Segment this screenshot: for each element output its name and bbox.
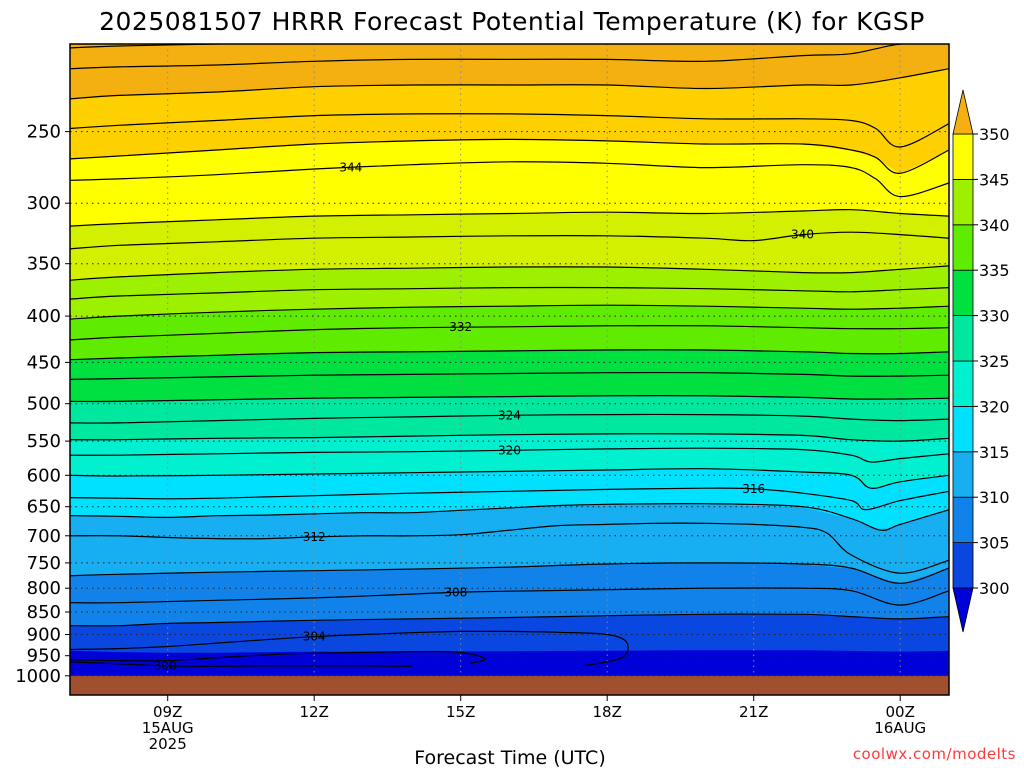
- plot-frame: [69, 43, 950, 696]
- isotherm-line: [70, 325, 949, 341]
- colorbar: 300 305 310 315 320 325 330 335 340 345 350: [952, 89, 1010, 633]
- ground-surface: [70, 675, 949, 695]
- isotherm-contours: 300 304 308 312 316 320 324 332 340 344: [70, 44, 949, 673]
- y-tick-label: 300: [27, 193, 61, 214]
- isotherm-line: [70, 68, 949, 100]
- y-tick-label: 850: [27, 602, 61, 623]
- x-tick-label: 21Z: [739, 703, 768, 721]
- y-axis: 2503003504004505005506006507007508008509…: [15, 122, 70, 687]
- isotherm-line: [70, 231, 949, 250]
- isotherm-line: [70, 447, 949, 463]
- isotherm-line: [70, 371, 949, 380]
- y-tick-label: 450: [27, 352, 61, 373]
- isotherm-line: [70, 613, 949, 627]
- plot-area: 300 304 308 312 316 320 324 332 340 344: [70, 44, 949, 695]
- isotherm-line: [70, 650, 486, 664]
- y-tick-label: 350: [27, 254, 61, 275]
- colorbar-label: 325: [979, 352, 1010, 371]
- y-tick-label: 650: [27, 497, 61, 518]
- isotherm-line: [70, 487, 949, 511]
- colorbar-label: 330: [979, 307, 1010, 326]
- colorbar-segment: [952, 451, 974, 498]
- colorbar-label: 350: [979, 125, 1010, 144]
- y-tick-label: 700: [27, 526, 61, 547]
- colorbar-segment: [952, 178, 974, 226]
- colorbar-segment: [952, 360, 974, 407]
- y-tick-label: 900: [27, 625, 61, 646]
- isotherm-label: 316: [742, 482, 765, 496]
- isotherm-label: 300: [154, 659, 177, 673]
- y-tick-label: 250: [27, 122, 61, 143]
- colorbar-label: 305: [979, 534, 1010, 553]
- isotherm-line: [70, 44, 907, 70]
- x-tick-label: 00Z: [886, 703, 915, 721]
- x-tick-label: 09Z: [153, 703, 182, 721]
- isotherm-line: [70, 522, 949, 574]
- colorbar-segment: [952, 133, 974, 180]
- x-tick-label: 16AUG: [874, 719, 926, 737]
- colorbar-high-arrow: [952, 89, 974, 135]
- colorbar-label: 320: [979, 397, 1010, 416]
- colorbar-label: 345: [979, 170, 1010, 189]
- colorbar-low-arrow: [952, 587, 974, 633]
- colorbar-segment: [952, 542, 974, 589]
- credit-text: coolwx.com/modelts: [853, 745, 1016, 763]
- colorbar-segment: [952, 405, 974, 453]
- x-tick-label: 15Z: [446, 703, 475, 721]
- colorbar-segment: [952, 269, 974, 317]
- isotherm-label: 320: [498, 443, 521, 457]
- isotherm-label: 332: [449, 320, 472, 334]
- isotherm-line: [70, 265, 949, 281]
- color-band: [70, 349, 949, 402]
- isotherm-line: [70, 161, 949, 198]
- isotherm-line: [70, 630, 629, 667]
- y-tick-label: 950: [27, 646, 61, 667]
- y-tick-label: 550: [27, 431, 61, 452]
- x-tick-label: 2025: [149, 735, 187, 753]
- color-bands: [70, 44, 949, 695]
- y-tick-label: 750: [27, 553, 61, 574]
- isotherm-label: 304: [303, 630, 326, 644]
- isotherm-line: [70, 468, 949, 489]
- y-tick-label: 500: [27, 394, 61, 415]
- isotherm-label: 340: [791, 228, 814, 242]
- colorbar-segment: [952, 315, 974, 362]
- colorbar-label: 300: [979, 579, 1010, 598]
- y-tick-label: 1000: [15, 666, 61, 687]
- isotherm-line: [70, 562, 949, 584]
- colorbar-label: 315: [979, 443, 1010, 462]
- colorbar-label: 340: [979, 216, 1010, 235]
- x-tick-label: 15AUG: [142, 719, 194, 737]
- chart-title: 2025081507 HRRR Forecast Potential Tempe…: [99, 7, 925, 36]
- isotherm-line: [70, 395, 949, 403]
- isotherm-label: 312: [303, 530, 326, 544]
- y-tick-label: 800: [27, 578, 61, 599]
- isotherm-line: [70, 433, 949, 442]
- y-tick-label: 400: [27, 306, 61, 327]
- isotherm-line: [70, 587, 949, 606]
- colorbar-segment: [952, 496, 974, 544]
- x-axis-label: Forecast Time (UTC): [414, 747, 605, 768]
- isotherm-label: 324: [498, 408, 521, 422]
- isotherm-line: [70, 502, 949, 531]
- x-tick-label: 18Z: [593, 703, 622, 721]
- isotherm-line: [70, 113, 949, 148]
- isotherm-line: [70, 349, 949, 361]
- colorbar-label: 335: [979, 261, 1010, 280]
- isotherm-line: [70, 413, 949, 424]
- isotherm-line: [70, 304, 949, 320]
- isotherm-line: [70, 661, 412, 667]
- colorbar-label: 310: [979, 488, 1010, 507]
- isotherm-label: 344: [339, 160, 362, 174]
- isotherm-line: [70, 286, 949, 300]
- isotherm-line: [70, 138, 949, 174]
- isotherm-line: [70, 208, 949, 227]
- grid-lines: [70, 44, 949, 677]
- y-tick-label: 600: [27, 465, 61, 486]
- isotherm-label: 308: [444, 585, 467, 599]
- colorbar-segment: [952, 224, 974, 271]
- x-tick-label: 12Z: [300, 703, 329, 721]
